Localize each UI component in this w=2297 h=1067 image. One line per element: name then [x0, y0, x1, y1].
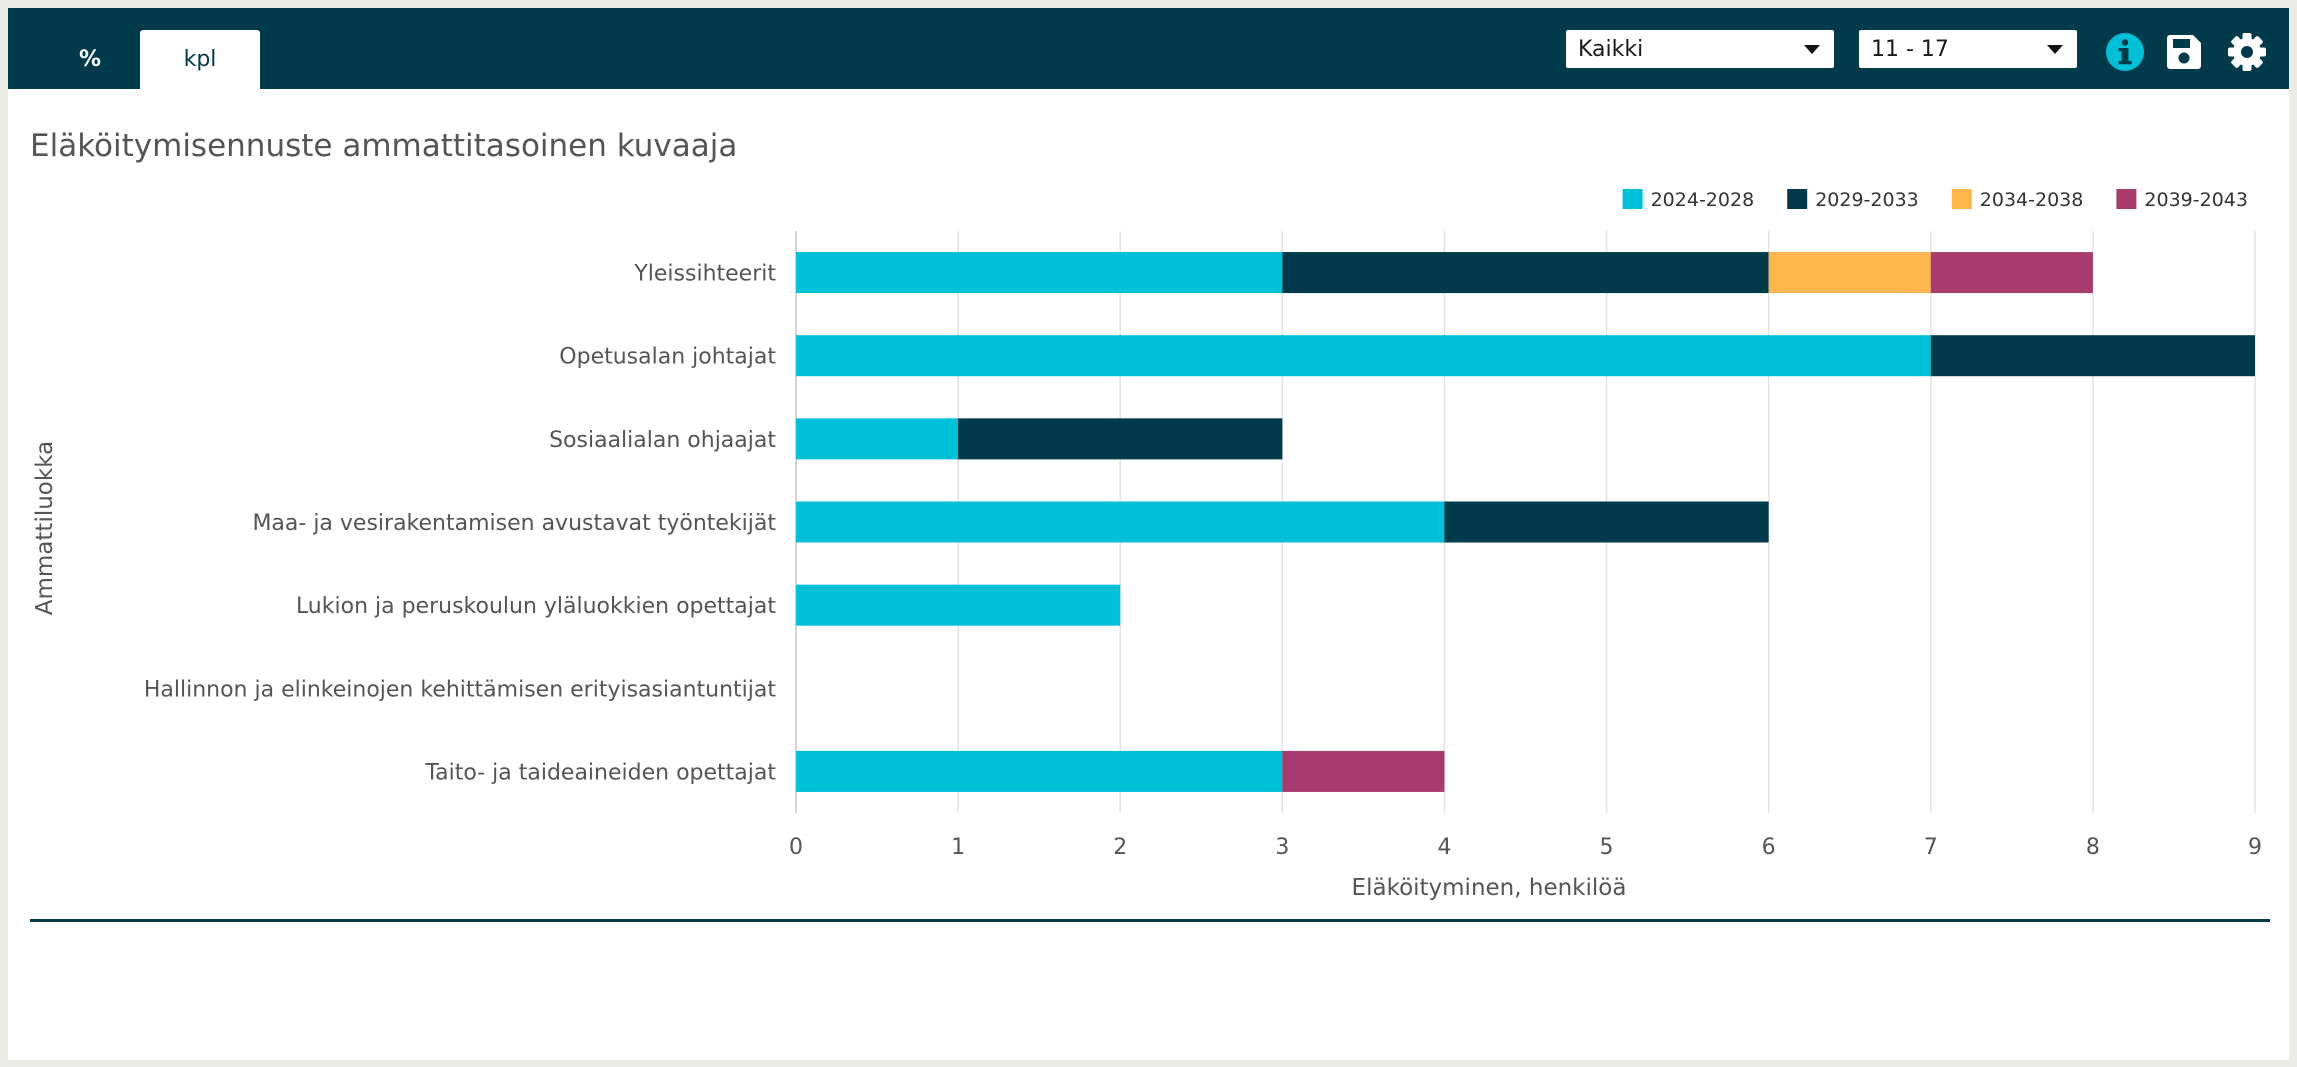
x-axis-title: Eläköityminen, henkilöä: [1352, 875, 1627, 901]
category-labels: Yleissihteerit Opetusalan johtajat Sosiaal…: [144, 262, 777, 786]
x-tick-label: 3: [1275, 835, 1289, 860]
x-tick-label: 1: [951, 835, 965, 860]
bar-segment[interactable]: [796, 750, 1283, 792]
bottom-divider: [30, 919, 2270, 922]
range-select[interactable]: 11 - 17: [1859, 30, 2077, 68]
legend-swatch: [1951, 189, 1972, 209]
category-label: Maa- ja vesirakentamisen avustavat työnt…: [252, 511, 776, 536]
group-select[interactable]: Kaikki: [1566, 30, 1834, 68]
chart-title: Eläköitymisennuste ammattitasoinen kuvaa…: [30, 128, 737, 164]
bar-segment[interactable]: [1930, 335, 2255, 377]
bar-segment[interactable]: [796, 584, 1121, 626]
save-icon[interactable]: [2164, 32, 2204, 72]
chart-panel: % kpl Kaikki 11 - 17: [8, 8, 2289, 1060]
x-tick-label: 4: [1437, 835, 1451, 860]
info-icon[interactable]: [2105, 32, 2145, 72]
category-label: Opetusalan johtajat: [559, 345, 776, 370]
category-label: Sosiaalialan ohjaajat: [549, 428, 776, 453]
chart-legend: 2024-2028 2029-2033 2034-2038 2039-2043: [1622, 189, 2248, 211]
bar-segment[interactable]: [1768, 252, 1931, 294]
x-tick-label: 0: [789, 835, 803, 860]
bar-segment[interactable]: [796, 501, 1445, 543]
bar-segment[interactable]: [1444, 501, 1769, 543]
legend-swatch: [2116, 189, 2137, 209]
category-label: Yleissihteerit: [633, 262, 776, 287]
chevron-down-icon: [1804, 45, 1820, 54]
x-tick-labels: 0 1 2 3 4 5 6 7 8 9: [789, 835, 2262, 860]
x-tick-label: 2: [1113, 835, 1127, 860]
category-label: Lukion ja peruskoulun yläluokkien opetta…: [296, 594, 776, 619]
tab-kpl[interactable]: kpl: [140, 30, 260, 89]
x-tick-label: 8: [2086, 835, 2100, 860]
x-tick-label: 9: [2248, 835, 2262, 860]
group-select-value: Kaikki: [1578, 36, 1644, 62]
legend-label: 2024-2028: [1651, 189, 1755, 211]
tab-percent[interactable]: %: [78, 47, 102, 72]
category-label: Taito- ja taideaineiden opettajat: [424, 760, 776, 785]
category-label: Hallinnon ja elinkeinojen kehittämisen e…: [144, 677, 777, 702]
bar-segment[interactable]: [796, 335, 1931, 377]
x-tick-label: 7: [1924, 835, 1938, 860]
bar-segment[interactable]: [796, 252, 1283, 294]
x-tick-label: 6: [1762, 835, 1776, 860]
legend-label: 2029-2033: [1815, 189, 1919, 211]
chevron-down-icon: [2047, 45, 2063, 54]
bar-segment[interactable]: [1282, 750, 1445, 792]
stacked-bar-chart: Eläköitymisennuste ammattitasoinen kuvaa…: [30, 128, 2262, 901]
chart-bars: [796, 252, 2255, 792]
legend-label: 2034-2038: [1980, 189, 2084, 211]
legend-swatch: [1622, 189, 1643, 209]
y-axis-title: Ammattiluokka: [32, 441, 58, 615]
legend-label: 2039-2043: [2144, 189, 2248, 211]
bar-segment[interactable]: [1930, 252, 2093, 294]
top-toolbar: % kpl Kaikki 11 - 17: [8, 8, 2289, 89]
gear-icon[interactable]: [2227, 32, 2267, 72]
x-tick-label: 5: [1600, 835, 1614, 860]
legend-swatch: [1787, 189, 1808, 209]
range-select-value: 11 - 17: [1871, 36, 1949, 62]
bar-segment[interactable]: [958, 418, 1283, 460]
bar-segment[interactable]: [1282, 252, 1769, 294]
bar-segment[interactable]: [796, 418, 959, 460]
